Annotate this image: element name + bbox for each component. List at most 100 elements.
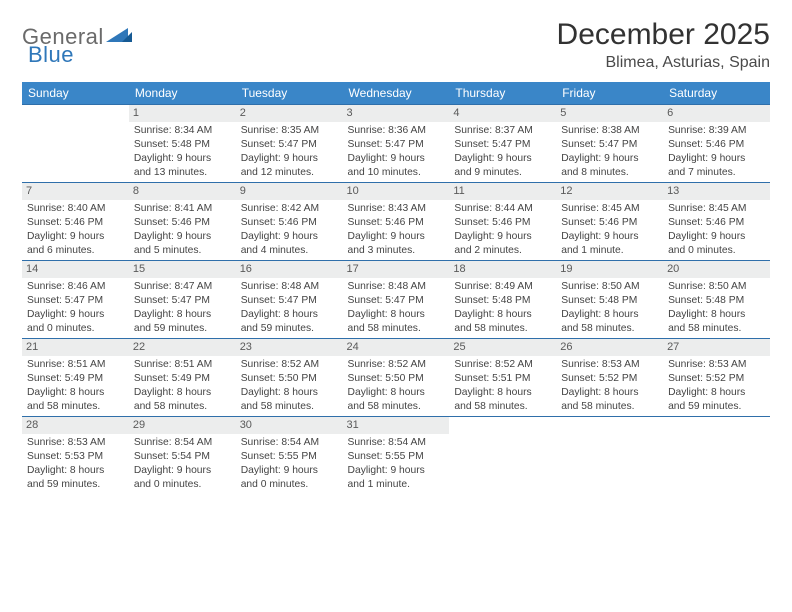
calendar-day-cell: 31Sunrise: 8:54 AMSunset: 5:55 PMDayligh… [343,417,450,507]
day-detail-line: Sunrise: 8:36 AM [348,124,445,138]
day-detail-line: Sunrise: 8:46 AM [27,280,124,294]
weekday-header: Thursday [449,82,556,105]
day-number [556,417,663,434]
calendar-week-row: 21Sunrise: 8:51 AMSunset: 5:49 PMDayligh… [22,339,770,417]
day-detail-line: Sunrise: 8:40 AM [27,202,124,216]
calendar-day-cell: 8 Sunrise: 8:41 AMSunset: 5:46 PMDaylight… [129,183,236,261]
day-details: Sunrise: 8:53 AMSunset: 5:52 PMDaylight:… [561,358,658,414]
day-detail-line: Sunrise: 8:52 AM [454,358,551,372]
calendar-day-cell: 7 Sunrise: 8:40 AMSunset: 5:46 PMDaylight… [22,183,129,261]
day-details: Sunrise: 8:51 AMSunset: 5:49 PMDaylight:… [134,358,231,414]
weekday-header-row: SundayMondayTuesdayWednesdayThursdayFrid… [22,82,770,105]
calendar-day-cell: 24 Sunrise: 8:52 AMSunset: 5:50 PMDayligh… [343,339,450,417]
calendar-day-cell: 30Sunrise: 8:54 AMSunset: 5:55 PMDayligh… [236,417,343,507]
day-detail-line: Sunrise: 8:52 AM [348,358,445,372]
calendar-day-cell: 17Sunrise: 8:48 AMSunset: 5:47 PMDayligh… [343,261,450,339]
day-detail-line: Daylight: 8 hours and 58 minutes. [27,386,124,414]
day-detail-line: Sunset: 5:47 PM [348,138,445,152]
day-detail-line: Sunrise: 8:49 AM [454,280,551,294]
day-detail-line: Sunrise: 8:50 AM [668,280,765,294]
day-detail-line: Sunset: 5:46 PM [668,138,765,152]
day-details: Sunrise: 8:50 AMSunset: 5:48 PMDaylight:… [561,280,658,336]
day-detail-line: Sunrise: 8:51 AM [134,358,231,372]
calendar-day-cell [556,417,663,507]
day-detail-line: Sunset: 5:47 PM [348,294,445,308]
day-details: Sunrise: 8:48 AMSunset: 5:47 PMDaylight:… [241,280,338,336]
calendar-day-cell: 23 Sunrise: 8:52 AMSunset: 5:50 PMDayligh… [236,339,343,417]
calendar-day-cell: 29 Sunrise: 8:54 AMSunset: 5:54 PMDayligh… [129,417,236,507]
day-detail-line: Sunrise: 8:53 AM [27,436,124,450]
day-details: Sunrise: 8:40 AMSunset: 5:46 PMDaylight:… [27,202,124,258]
day-detail-line: Daylight: 8 hours and 58 minutes. [454,386,551,414]
day-detail-line: Sunset: 5:46 PM [561,216,658,230]
day-detail-line: Sunrise: 8:44 AM [454,202,551,216]
day-number: 27 [663,339,770,356]
day-detail-line: Sunset: 5:50 PM [348,372,445,386]
calendar-week-row: 1Sunrise: 8:34 AMSunset: 5:48 PMDaylight… [22,105,770,183]
calendar-body: 1Sunrise: 8:34 AMSunset: 5:48 PMDaylight… [22,105,770,507]
day-number: 13 [663,183,770,200]
day-details: Sunrise: 8:52 AMSunset: 5:50 PMDaylight:… [348,358,445,414]
day-detail-line: Sunset: 5:46 PM [241,216,338,230]
day-number: 7 [22,183,129,200]
day-detail-line: Sunset: 5:48 PM [134,138,231,152]
day-details: Sunrise: 8:54 AMSunset: 5:54 PMDaylight:… [134,436,231,492]
day-number: 1 [129,105,236,122]
day-details: Sunrise: 8:43 AMSunset: 5:46 PMDaylight:… [348,202,445,258]
calendar-day-cell: 6Sunrise: 8:39 AMSunset: 5:46 PMDaylight… [663,105,770,183]
day-detail-line: Daylight: 9 hours and 4 minutes. [241,230,338,258]
calendar-day-cell: 22Sunrise: 8:51 AMSunset: 5:49 PMDayligh… [129,339,236,417]
calendar-page: General December 2025 Blimea, Asturias, … [0,0,792,517]
day-details: Sunrise: 8:50 AMSunset: 5:48 PMDaylight:… [668,280,765,336]
day-detail-line: Daylight: 9 hours and 0 minutes. [27,308,124,336]
day-detail-line: Sunset: 5:46 PM [668,216,765,230]
day-details: Sunrise: 8:52 AMSunset: 5:50 PMDaylight:… [241,358,338,414]
day-detail-line: Daylight: 9 hours and 0 minutes. [241,464,338,492]
calendar-day-cell: 28Sunrise: 8:53 AMSunset: 5:53 PMDayligh… [22,417,129,507]
day-detail-line: Daylight: 9 hours and 7 minutes. [668,152,765,180]
day-detail-line: Daylight: 8 hours and 58 minutes. [348,386,445,414]
day-details: Sunrise: 8:48 AMSunset: 5:47 PMDaylight:… [348,280,445,336]
day-number: 29 [129,417,236,434]
day-detail-line: Daylight: 8 hours and 59 minutes. [27,464,124,492]
day-detail-line: Sunset: 5:48 PM [668,294,765,308]
day-detail-line: Sunrise: 8:38 AM [561,124,658,138]
calendar-day-cell: 21Sunrise: 8:51 AMSunset: 5:49 PMDayligh… [22,339,129,417]
day-detail-line: Sunrise: 8:45 AM [668,202,765,216]
calendar-day-cell: 4Sunrise: 8:37 AMSunset: 5:47 PMDaylight… [449,105,556,183]
day-number: 25 [449,339,556,356]
day-detail-line: Sunset: 5:47 PM [454,138,551,152]
day-detail-line: Sunrise: 8:53 AM [561,358,658,372]
calendar-day-cell: 13Sunrise: 8:45 AMSunset: 5:46 PMDayligh… [663,183,770,261]
day-detail-line: Sunset: 5:46 PM [134,216,231,230]
day-detail-line: Sunrise: 8:35 AM [241,124,338,138]
calendar-day-cell: 1Sunrise: 8:34 AMSunset: 5:48 PMDaylight… [129,105,236,183]
day-number: 23 [236,339,343,356]
day-detail-line: Sunset: 5:55 PM [241,450,338,464]
day-details: Sunrise: 8:51 AMSunset: 5:49 PMDaylight:… [27,358,124,414]
day-detail-line: Daylight: 8 hours and 58 minutes. [348,308,445,336]
calendar-day-cell: 18Sunrise: 8:49 AMSunset: 5:48 PMDayligh… [449,261,556,339]
calendar-day-cell: 15Sunrise: 8:47 AMSunset: 5:47 PMDayligh… [129,261,236,339]
day-number: 30 [236,417,343,434]
day-details: Sunrise: 8:41 AMSunset: 5:46 PMDaylight:… [134,202,231,258]
calendar-day-cell: 9Sunrise: 8:42 AMSunset: 5:46 PMDaylight… [236,183,343,261]
calendar-day-cell: 2Sunrise: 8:35 AMSunset: 5:47 PMDaylight… [236,105,343,183]
day-number: 24 [343,339,450,356]
calendar-day-cell: 26Sunrise: 8:53 AMSunset: 5:52 PMDayligh… [556,339,663,417]
day-detail-line: Daylight: 9 hours and 1 minute. [348,464,445,492]
day-number [449,417,556,434]
calendar-day-cell [663,417,770,507]
day-number: 16 [236,261,343,278]
day-number: 11 [449,183,556,200]
day-number: 8 [129,183,236,200]
day-detail-line: Sunrise: 8:48 AM [241,280,338,294]
day-detail-line: Sunrise: 8:52 AM [241,358,338,372]
day-detail-line: Sunset: 5:52 PM [561,372,658,386]
day-number: 5 [556,105,663,122]
day-detail-line: Sunset: 5:49 PM [134,372,231,386]
logo-word-blue-wrap: Blue [28,42,74,68]
day-detail-line: Daylight: 9 hours and 6 minutes. [27,230,124,258]
day-detail-line: Sunset: 5:46 PM [27,216,124,230]
day-detail-line: Daylight: 8 hours and 58 minutes. [561,308,658,336]
